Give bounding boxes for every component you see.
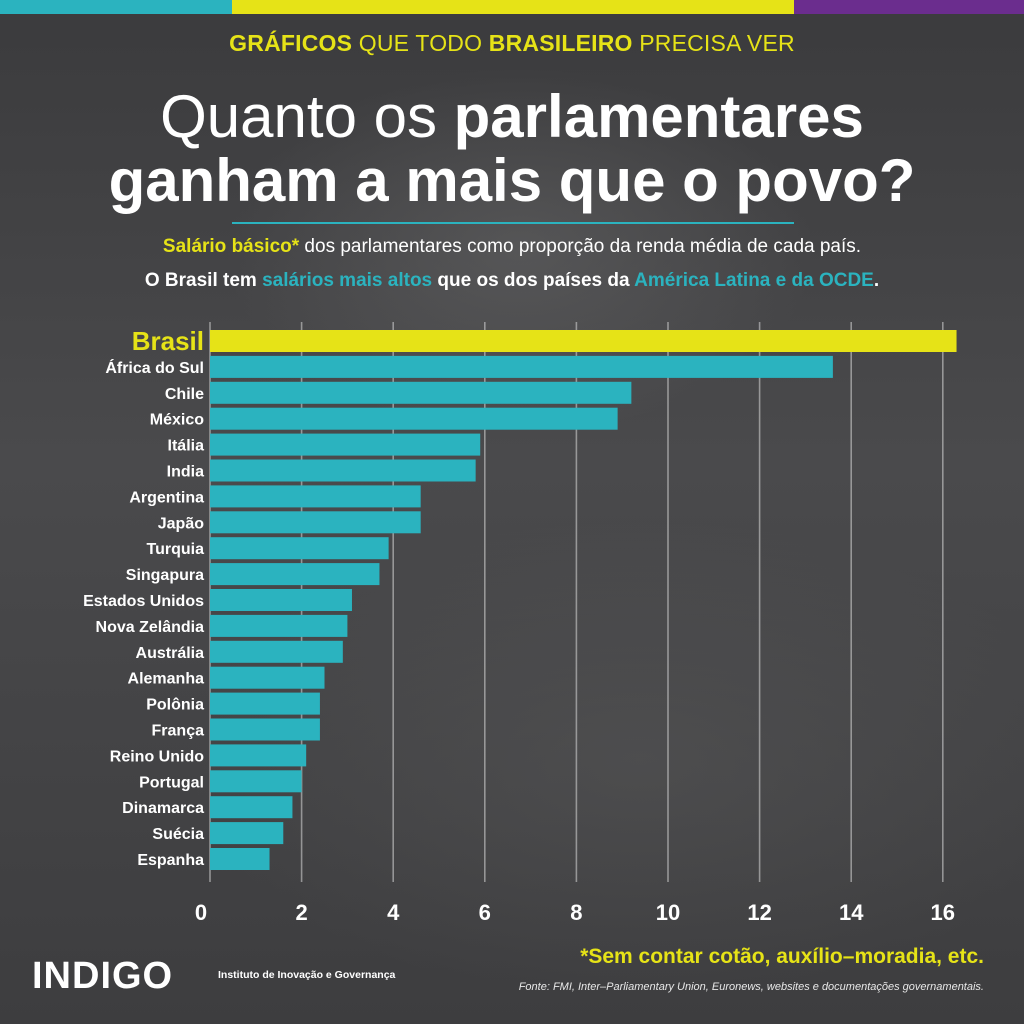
kicker-light-2: PRECISA VER: [632, 30, 795, 56]
bar-1: [210, 355, 833, 378]
bar-chart: Brasil África do Sul Chile México Itália Indi…: [83, 322, 957, 925]
x-tick-label: 14: [839, 900, 864, 925]
title-bold-part: parlamentares: [453, 83, 864, 150]
bar-5: [210, 459, 476, 482]
category-label: Suécia: [152, 826, 204, 843]
bar-9: [210, 563, 380, 586]
category-label: Turquia: [147, 541, 205, 558]
bar-7: [210, 511, 421, 534]
subtitle-part-c: .: [873, 270, 880, 291]
top-color-bar-purple: [794, 0, 1024, 14]
x-tick-label: 10: [656, 900, 680, 925]
bar-6: [210, 485, 421, 508]
x-tick-label: 6: [479, 900, 491, 925]
bar-13: [210, 666, 325, 689]
bar-14: [210, 692, 320, 715]
x-tick-label: 0: [195, 900, 207, 925]
title-divider: [232, 222, 794, 224]
kicker-line: GRÁFICOS QUE TODO BRASILEIRO PRECISA VER: [0, 30, 1024, 57]
source-note: Fonte: FMI, Inter–Parliamentary Union, E…: [518, 981, 984, 993]
subtitle-part-a: O Brasil tem: [144, 270, 263, 291]
category-label: México: [150, 412, 204, 429]
subtitle-line-1-rest: dos parlamentares como proporção da rend…: [299, 236, 862, 257]
title-line-2: ganham a mais que o povo?: [108, 147, 916, 214]
x-tick-label: 8: [570, 900, 582, 925]
logo-tagline: Instituto de Inovação e Governança: [218, 969, 396, 981]
top-color-bar-teal: [0, 0, 232, 14]
kicker-bold-1: GRÁFICOS: [229, 30, 353, 56]
title-thin-part: Quanto os: [160, 83, 454, 150]
top-color-bar-yellow: [232, 0, 794, 14]
category-label: Nova Zelândia: [96, 619, 205, 636]
category-label: Brasil: [132, 326, 204, 356]
category-label: India: [167, 464, 204, 481]
bar-10: [210, 589, 352, 611]
category-label: Alemanha: [128, 671, 205, 688]
bar-3: [210, 407, 618, 430]
bar-15: [210, 718, 320, 741]
footnote: *Sem contar cotão, auxílio–moradia, etc.: [580, 945, 984, 968]
category-label: Estados Unidos: [83, 593, 204, 610]
bar-2: [210, 381, 632, 404]
x-tick-label: 16: [931, 900, 955, 925]
bar-19: [210, 822, 284, 845]
kicker-light-1: QUE TODO: [352, 30, 489, 56]
bar-8: [210, 537, 389, 560]
category-label: África do Sul: [105, 358, 204, 377]
bar-16: [210, 744, 307, 767]
kicker-bold-2: BRASILEIRO: [488, 30, 633, 56]
bar-11: [210, 614, 348, 637]
category-label: Portugal: [139, 774, 204, 791]
subtitle-line-2: O Brasil tem salários mais altos que os …: [0, 270, 1024, 292]
x-tick-label: 4: [387, 900, 400, 925]
category-label: Chile: [165, 386, 204, 403]
subtitle-highlight-basic-salary: Salário básico*: [162, 236, 300, 257]
bar-18: [210, 796, 293, 819]
category-label: Japão: [158, 515, 204, 532]
bar-12: [210, 640, 343, 663]
subtitle-highlight-higher-salaries: salários mais altos: [262, 270, 433, 291]
category-label: Reino Unido: [110, 748, 204, 765]
category-label: Dinamarca: [122, 800, 204, 817]
category-label: Espanha: [137, 852, 204, 869]
x-tick-label: 2: [295, 900, 307, 925]
subtitle-highlight-latam-oecd: América Latina e da OCDE: [634, 270, 874, 291]
category-label: Polônia: [146, 697, 204, 714]
bar-highlight-0: [210, 330, 957, 352]
category-label: Itália: [168, 438, 205, 455]
title-line-1: Quanto os parlamentares: [0, 86, 1024, 148]
category-label: Singapura: [126, 567, 204, 584]
subtitle-line-1: Salário básico* dos parlamentares como p…: [0, 236, 1024, 258]
bar-20: [210, 848, 270, 870]
bar-4: [210, 433, 481, 456]
bar-17: [210, 770, 302, 793]
category-label: França: [152, 723, 205, 740]
subtitle-part-b: que os dos países da: [432, 270, 635, 291]
category-label: Austrália: [136, 645, 205, 662]
category-label: Argentina: [129, 489, 204, 506]
x-tick-label: 12: [747, 900, 771, 925]
indigo-logo: INDIGO: [32, 955, 174, 997]
